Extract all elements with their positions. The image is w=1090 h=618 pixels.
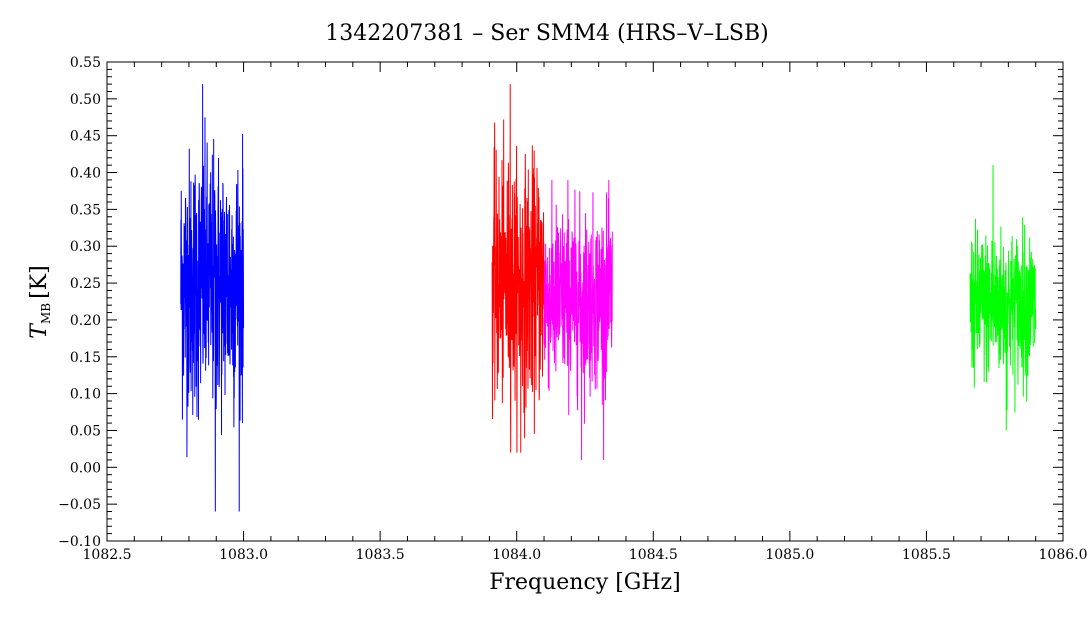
x-tick-label: 1085.0 [765,547,814,563]
y-tick-label: 0.30 [70,239,101,255]
x-tick-label: 1083.0 [219,547,268,563]
y-tick-label: −0.05 [58,497,101,513]
y-tick-label: 0.35 [70,202,101,218]
y-axis-label-unit: [K] [27,265,52,299]
y-tick-label: 0.05 [70,423,101,439]
y-tick-label: 0.45 [70,129,101,145]
y-axis-label: TMB [K] [27,265,53,338]
plot-data [180,84,1037,512]
y-tick-label: 0.15 [70,350,101,366]
x-tick-label: 1086.0 [1039,547,1088,563]
x-tick-label: 1083.5 [356,547,405,563]
series-line-2 [491,84,545,453]
y-tick-label: 0.40 [70,166,101,182]
plot-frame [106,61,1064,542]
y-axis-label-subscript: MB [39,303,53,324]
y-axis-label-symbol: T [27,322,52,339]
x-tick-label: 1085.5 [902,547,951,563]
y-tick-label: −0.10 [58,534,101,550]
chart-title: 1342207381 – Ser SMM4 (HRS–V–LSB) [325,21,768,46]
x-tick-label: 1084.5 [629,547,678,563]
y-tick-label: 0.25 [70,276,101,292]
series-line-4 [969,165,1037,431]
x-axis-label: Frequency [GHz] [489,570,681,595]
series-line-1 [180,84,245,512]
y-tick-label: 0.55 [70,55,101,71]
x-tick-label: 1084.0 [492,547,541,563]
y-tick-label: 0.50 [70,92,101,108]
y-tick-label: 0.10 [70,387,101,403]
x-tick-label: 1082.5 [83,547,132,563]
y-axis: −0.10 −0.05 0.00 0.05 0.10 0.15 0.20 0.25 0.30 0.… [58,55,1063,550]
series-line-3 [543,179,613,460]
x-axis: 1082.5 1083.0 1083.5 1084.0 1084.5 1085.0 1085… [83,62,1088,563]
y-tick-label: 0.00 [70,460,101,476]
y-tick-label: 0.20 [70,313,101,329]
